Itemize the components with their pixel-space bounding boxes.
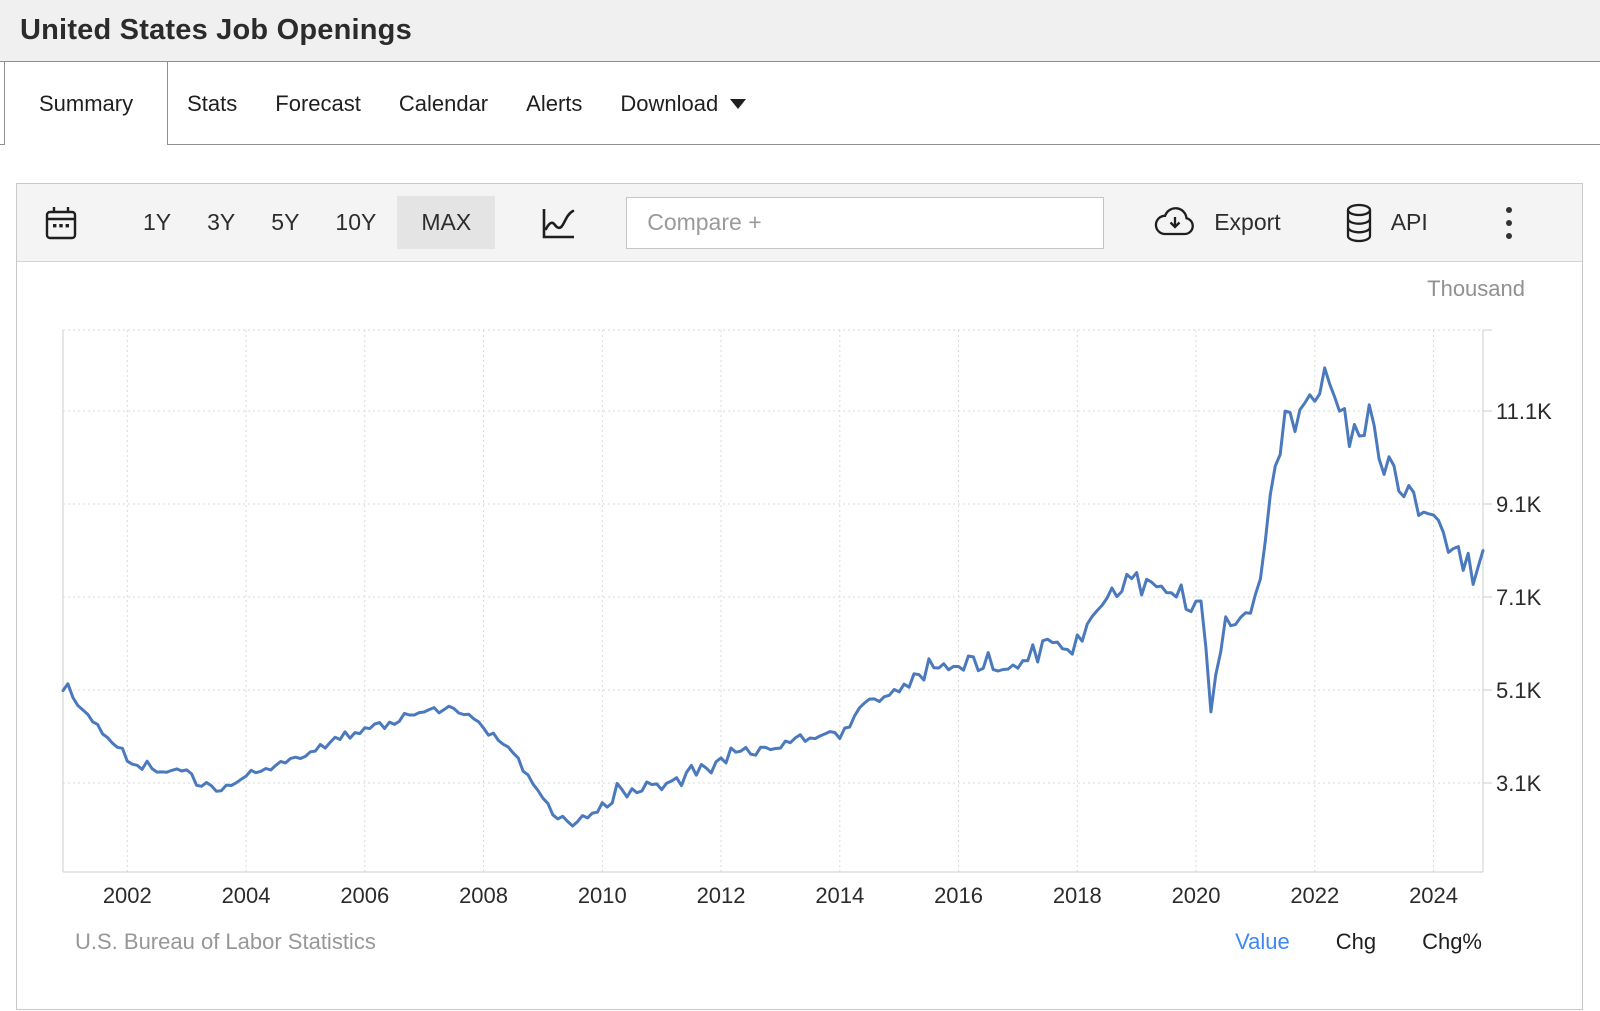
range-max-button[interactable]: MAX	[397, 196, 496, 249]
svg-text:2014: 2014	[815, 883, 864, 908]
svg-text:7.1K: 7.1K	[1496, 585, 1542, 610]
chart-toolbar: 1Y 3Y 5Y 10Y MAX Export	[17, 184, 1582, 262]
svg-text:2020: 2020	[1172, 883, 1221, 908]
mode-value-button[interactable]: Value	[1235, 929, 1290, 954]
tab-summary-label: Summary	[39, 90, 134, 116]
tab-calendar[interactable]: Calendar	[380, 62, 507, 145]
tab-download-label: Download	[620, 90, 719, 116]
compare-input[interactable]	[626, 196, 1105, 249]
svg-text:2008: 2008	[459, 883, 508, 908]
export-button[interactable]: Export	[1152, 206, 1281, 240]
svg-text:5.1K: 5.1K	[1496, 678, 1542, 703]
tab-alerts[interactable]: Alerts	[507, 62, 601, 145]
svg-text:9.1K: 9.1K	[1496, 492, 1542, 517]
date-range-button[interactable]	[43, 204, 79, 242]
svg-text:2022: 2022	[1290, 883, 1339, 908]
tab-bar: Summary Stats Forecast Calendar Alerts D…	[0, 62, 1600, 145]
mode-chgpct-button[interactable]: Chg%	[1422, 929, 1482, 954]
range-10y-button[interactable]: 10Y	[320, 196, 391, 249]
export-cloud-icon	[1155, 206, 1195, 235]
chevron-down-icon	[730, 98, 747, 109]
tab-stats[interactable]: Stats	[168, 62, 256, 145]
source-attribution: U.S. Bureau of Labor Statistics	[75, 929, 376, 954]
mode-chg-button[interactable]: Chg	[1335, 929, 1377, 954]
kebab-dot	[1506, 206, 1512, 213]
tab-alerts-label: Alerts	[526, 90, 583, 116]
unit-label: Thousand	[1427, 276, 1525, 301]
display-modes: Value Chg Chg%	[1189, 929, 1482, 955]
api-button[interactable]: API	[1343, 203, 1428, 243]
svg-text:2012: 2012	[697, 883, 746, 908]
export-label: Export	[1214, 209, 1281, 235]
svg-text:11.1K: 11.1K	[1496, 399, 1552, 424]
api-label: API	[1390, 209, 1428, 235]
svg-text:2018: 2018	[1053, 883, 1102, 908]
tab-forecast-label: Forecast	[275, 90, 361, 116]
svg-text:3.1K: 3.1K	[1496, 771, 1542, 796]
tab-summary[interactable]: Summary	[4, 62, 169, 145]
svg-text:2006: 2006	[340, 883, 389, 908]
masthead: United States Job Openings	[0, 0, 1600, 62]
calendar-icon	[45, 206, 77, 239]
svg-text:2016: 2016	[934, 883, 983, 908]
svg-text:2002: 2002	[103, 883, 152, 908]
tab-download[interactable]: Download	[601, 62, 765, 145]
tab-stats-label: Stats	[187, 90, 238, 116]
svg-text:2024: 2024	[1409, 883, 1458, 908]
more-menu-button[interactable]	[1502, 199, 1516, 246]
chart-type-button[interactable]	[538, 205, 576, 241]
chart-area: Thousand 2002 2004 2006 2008 2010 2012 2014 201…	[17, 262, 1582, 1009]
kebab-dot	[1506, 232, 1512, 239]
chart-svg[interactable]: 2002 2004 2006 2008 2010 2012 2014 2016 2018 2020…	[17, 262, 1582, 962]
tab-calendar-label: Calendar	[398, 90, 489, 116]
range-5y-button[interactable]: 5Y	[256, 196, 314, 249]
range-buttons: 1Y 3Y 5Y 10Y MAX	[125, 196, 498, 249]
range-1y-button[interactable]: 1Y	[128, 196, 186, 249]
line-chart-icon	[542, 208, 575, 238]
page-title: United States Job Openings	[20, 14, 412, 46]
kebab-dot	[1506, 219, 1512, 226]
chart-panel: 1Y 3Y 5Y 10Y MAX Export	[16, 183, 1583, 1010]
svg-text:2010: 2010	[578, 883, 627, 908]
range-3y-button[interactable]: 3Y	[192, 196, 250, 249]
svg-text:2004: 2004	[222, 883, 271, 908]
api-database-icon	[1346, 203, 1371, 242]
chart-footer: U.S. Bureau of Labor Statistics Value Ch…	[17, 922, 1582, 962]
tab-forecast[interactable]: Forecast	[256, 62, 380, 145]
